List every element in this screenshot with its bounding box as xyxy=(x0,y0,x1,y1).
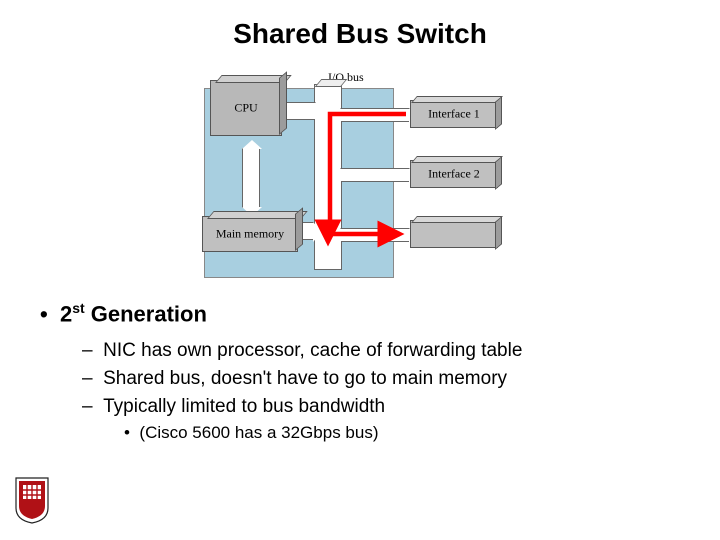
interface3-connector xyxy=(340,228,410,242)
gen-number: 2 xyxy=(60,301,72,326)
cpu-box: CPU xyxy=(210,80,282,136)
interface2-connector xyxy=(340,168,410,182)
page-title: Shared Bus Switch xyxy=(0,0,720,50)
gen-word: Generation xyxy=(85,301,207,326)
bullet-level2: – NIC has own processor, cache of forwar… xyxy=(82,339,680,363)
cpu-memory-connector xyxy=(242,148,260,208)
interface-2-box: Interface 2 xyxy=(410,160,498,188)
memory-label: Main memory xyxy=(216,227,284,242)
bullet-text: NIC has own processor, cache of forwardi… xyxy=(103,340,522,361)
interface-1-box: Interface 1 xyxy=(410,100,498,128)
bullet-level2: – Typically limited to bus bandwidth xyxy=(82,395,680,419)
architecture-diagram: I/O bus CPU Main memory Interface 1 Inte… xyxy=(200,70,520,280)
interface-1-label: Interface 1 xyxy=(428,107,480,122)
bullet-text: Shared bus, doesn't have to go to main m… xyxy=(103,368,507,389)
interface1-connector xyxy=(340,108,410,122)
bullet-text: Typically limited to bus bandwidth xyxy=(103,396,385,417)
bullet-level1: • 2st Generation xyxy=(40,300,680,327)
interface-3-box xyxy=(410,220,498,248)
memory-box: Main memory xyxy=(202,216,298,252)
brown-shield-icon xyxy=(14,476,50,524)
bullet-content: • 2st Generation – NIC has own processor… xyxy=(40,300,680,443)
bullet-level3: • (Cisco 5600 has a 32Gbps bus) xyxy=(124,423,680,443)
bullet-text: (Cisco 5600 has a 32Gbps bus) xyxy=(139,423,378,442)
gen-ordinal: st xyxy=(72,300,84,316)
interface-2-label: Interface 2 xyxy=(428,167,480,182)
cpu-label: CPU xyxy=(234,101,257,116)
bullet-level2: – Shared bus, doesn't have to go to main… xyxy=(82,367,680,391)
